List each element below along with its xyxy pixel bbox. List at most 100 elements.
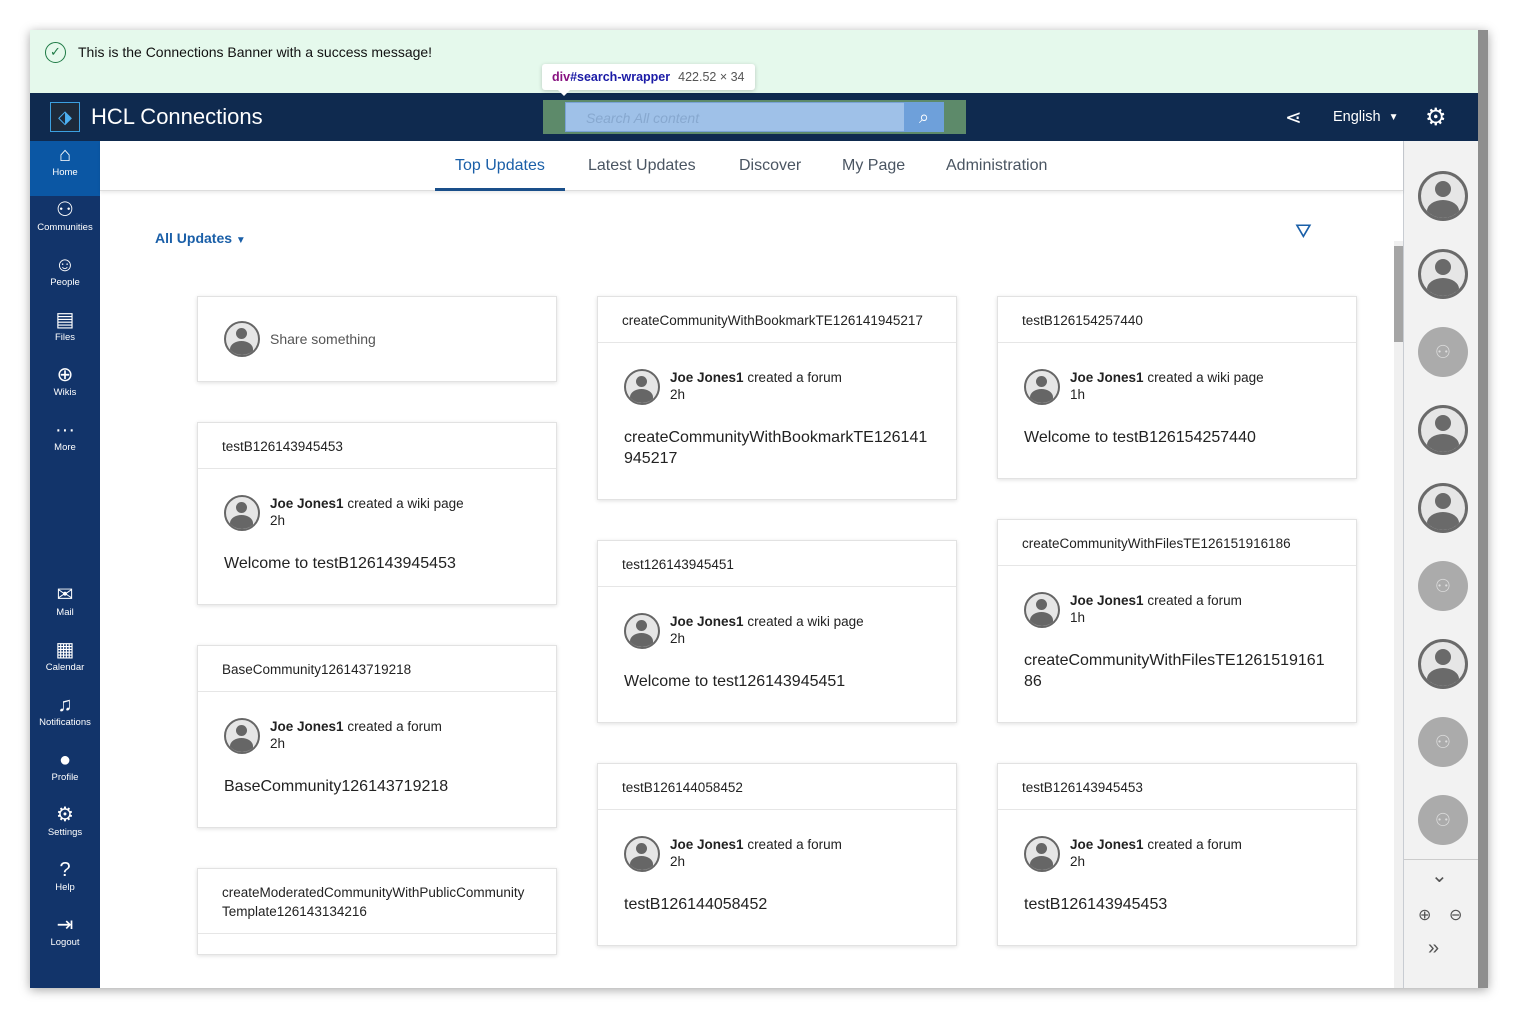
card-content[interactable]: testB126143945453 [1024,896,1168,913]
nav-item-home[interactable]: ⌂ Home [30,141,100,196]
left-nav: ⌂ Home ⚇ Communities ☺ People ▤ Files ⊕ Wikis ··· M… [30,141,100,988]
tab-administration[interactable]: Administration [946,157,1048,174]
devtools-tooltip: div#search-wrapper 422.52 × 34 [542,64,755,96]
bell-icon: ♫ [57,694,73,716]
avatar[interactable] [224,495,260,531]
person-avatar[interactable] [1418,639,1468,689]
nav-item-files[interactable]: ▤ Files [30,306,100,361]
communities-icon: ⚇ [56,199,74,221]
person-avatar[interactable] [1418,249,1468,299]
activity-card: BaseCommunity126143719218 Joe Jones1 crea… [197,645,557,828]
nav-item-help[interactable]: ? Help [30,856,100,911]
community-icon[interactable]: ⚇ [1418,561,1468,611]
nav-item-people[interactable]: ☺ People [30,251,100,306]
right-rail: ⌄ ⊕ ⊖ » ⚇ ⚇ ⚇ ⚇ [1403,141,1479,988]
card-title[interactable]: testB126143945453 [998,764,1356,810]
community-icon[interactable]: ⚇ [1418,717,1468,767]
timestamp: 1h [1070,610,1086,625]
avatar[interactable] [1024,592,1060,628]
caret-down-icon: ▼ [1388,111,1399,123]
tab-my-page[interactable]: My Page [842,157,906,174]
card-title[interactable]: BaseCommunity126143719218 [198,646,556,692]
mail-icon: ✉ [56,584,74,606]
avatar[interactable] [1024,369,1060,405]
card-title[interactable]: createModeratedCommunityWithPublicCommun… [198,869,556,934]
nav-item-profile[interactable]: ● Profile [30,746,100,801]
home-icon: ⌂ [58,144,72,166]
nav-item-notifications[interactable]: ♫ Notifications [30,691,100,746]
scrollbar[interactable] [1394,241,1403,988]
tab-discover[interactable]: Discover [739,157,802,174]
timestamp: 2h [270,736,286,751]
zoom-in-icon[interactable]: ⊕ [1418,907,1432,924]
nav-item-logout[interactable]: ⇥ Logout [30,911,100,966]
avatar [224,321,260,357]
tab-bar: Top Updates Latest Updates Discover My Page… [100,141,1403,191]
more-icon: ··· [55,419,75,441]
gear-icon[interactable]: ⚙ [1425,103,1447,131]
card-content[interactable]: BaseCommunity126143719218 [224,778,449,795]
expand-icon[interactable]: » [1428,937,1440,959]
nav-item-wikis[interactable]: ⊕ Wikis [30,361,100,416]
actor-link[interactable]: Joe Jones1 [270,496,344,511]
community-icon[interactable]: ⚇ [1418,795,1468,845]
nav-item-mail[interactable]: ✉ Mail [30,581,100,636]
activity-card: testB126144058452 Joe Jones1 created a fo… [597,763,957,946]
actor-link[interactable]: Joe Jones1 [670,837,744,852]
card-content[interactable]: testB126144058452 [624,896,768,913]
avatar[interactable] [224,718,260,754]
actor-link[interactable]: Joe Jones1 [670,370,744,385]
share-input[interactable]: Share something [270,331,376,347]
hcl-logo[interactable]: ⬗ [50,102,80,132]
actor-link[interactable]: Joe Jones1 [670,614,744,629]
avatar[interactable] [624,613,660,649]
timestamp: 2h [270,513,286,528]
card-content[interactable]: Welcome to test126143945451 [624,673,846,690]
avatar[interactable] [1024,836,1060,872]
card-content[interactable]: createCommunityWithBookmarkTE12614194521… [624,429,928,467]
card-title[interactable]: createCommunityWithBookmarkTE12614194521… [598,297,956,343]
actor-link[interactable]: Joe Jones1 [1070,837,1144,852]
card-title[interactable]: createCommunityWithFilesTE126151916186 [998,520,1356,566]
brand-title[interactable]: HCL Connections [91,104,263,129]
tab-top-updates[interactable]: Top Updates [435,141,565,191]
card-title[interactable]: testB126154257440 [998,297,1356,343]
person-avatar[interactable] [1418,171,1468,221]
timestamp: 1h [1070,387,1086,402]
search-icon: ⌕ [918,107,930,127]
card-content[interactable]: createCommunityWithFilesTE126151916186 [1024,652,1325,690]
community-icon[interactable]: ⚇ [1418,327,1468,377]
actor-link[interactable]: Joe Jones1 [1070,370,1144,385]
card-title[interactable]: test126143945451 [598,541,956,587]
actor-link[interactable]: Joe Jones1 [1070,593,1144,608]
window-scrollbar[interactable] [1478,30,1488,988]
avatar[interactable] [624,369,660,405]
all-updates-dropdown[interactable]: All Updates ▼ [155,230,246,246]
person-avatar[interactable] [1418,483,1468,533]
chevron-down-icon[interactable]: ⌄ [1431,865,1448,887]
avatar[interactable] [624,836,660,872]
card-title[interactable]: testB126143945453 [198,423,556,469]
search-input[interactable]: Search All content [565,102,905,132]
person-avatar[interactable] [1418,405,1468,455]
share-box[interactable]: Share something [197,296,557,382]
check-circle-icon: ✓ [45,42,66,63]
card-content[interactable]: Welcome to testB126154257440 [1024,429,1256,446]
search-wrapper: Search All content ⌕ [543,100,966,134]
nav-item-communities[interactable]: ⚇ Communities [30,196,100,251]
nav-item-calendar[interactable]: ▦ Calendar [30,636,100,691]
actor-link[interactable]: Joe Jones1 [270,719,344,734]
share-icon[interactable]: ⋖ [1285,106,1302,129]
card-content[interactable]: Welcome to testB126143945453 [224,555,456,572]
zoom-out-icon[interactable]: ⊖ [1449,907,1463,924]
timestamp: 2h [670,631,686,646]
language-select[interactable]: English ▼ [1333,109,1399,125]
nav-item-more[interactable]: ··· More [30,416,100,471]
top-header: ⬗ HCL Connections Search All content ⌕ ⋖… [30,93,1478,141]
nav-item-settings[interactable]: ⚙ Settings [30,801,100,856]
filter-icon[interactable]: ⛛ [1295,221,1312,243]
search-button[interactable]: ⌕ [904,102,944,132]
activity-card: createCommunityWithFilesTE126151916186 Jo… [997,519,1357,723]
card-title[interactable]: testB126144058452 [598,764,956,810]
tab-latest-updates[interactable]: Latest Updates [588,157,696,174]
